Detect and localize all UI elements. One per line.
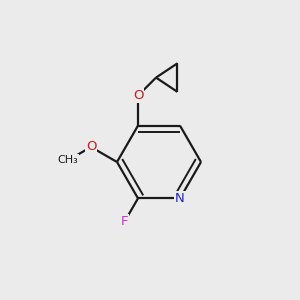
Text: O: O [86, 140, 96, 154]
Text: CH₃: CH₃ [57, 155, 78, 165]
Text: O: O [133, 89, 143, 102]
Text: F: F [121, 215, 128, 228]
Text: N: N [175, 192, 185, 205]
